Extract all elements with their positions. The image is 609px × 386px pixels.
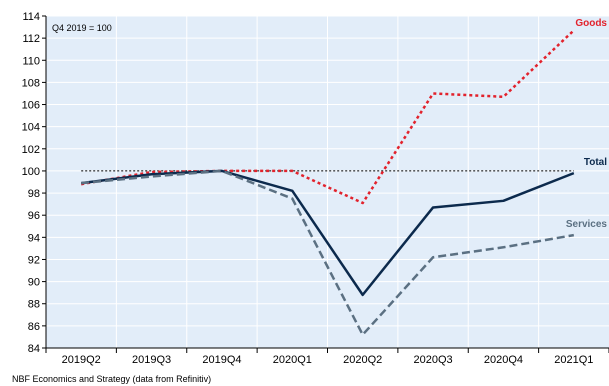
series-line-total: [81, 169, 575, 297]
grid: [46, 15, 609, 349]
source-note: NBF Economics and Strategy (data from Re…: [12, 374, 211, 384]
y-tick-label: 94: [28, 232, 40, 244]
y-tick-label: 86: [28, 321, 40, 333]
series-label-total: Total: [584, 157, 607, 168]
x-tick-label: 2020Q3: [413, 354, 452, 366]
y-tick-label: 106: [22, 100, 40, 112]
y-tick-label: 104: [22, 122, 40, 134]
y-tick-label: 96: [28, 210, 40, 222]
y-tick-label: 114: [22, 11, 40, 23]
x-tick-label: 2020Q4: [484, 354, 523, 366]
y-tick-label: 112: [22, 33, 40, 45]
y-tick-label: 90: [28, 277, 40, 289]
x-tick-label: 2019Q2: [62, 354, 101, 366]
x-tick-label: 2019Q4: [202, 354, 241, 366]
y-tick-label: 84: [28, 343, 40, 355]
x-axis: 2019Q2 2019Q3 2019Q4 2020Q1 2020Q2 2020Q3 2020…: [45, 348, 609, 366]
y-tick-label: 108: [22, 77, 40, 89]
x-tick-label: 2021Q1: [554, 354, 593, 366]
y-tick-label: 98: [28, 188, 40, 200]
x-tick-label: 2020Q2: [343, 354, 382, 366]
series-label-goods: Goods: [575, 18, 607, 29]
y-tick-label: 110: [22, 55, 40, 67]
x-tick-label: 2019Q3: [132, 354, 171, 366]
y-axis: 84 86 88 90 92 94 96 98 100 102 104 106 108 110 112 114: [22, 11, 46, 355]
y-tick-label: 100: [22, 166, 40, 178]
series-label-services: Services: [566, 219, 608, 230]
y-tick-label: 88: [28, 299, 40, 311]
y-tick-label: 92: [28, 254, 40, 266]
x-tick-label: 2020Q1: [273, 354, 312, 366]
series-labels: Goods Total Services: [566, 18, 608, 230]
y-tick-label: 102: [22, 144, 40, 156]
series-line-services: [81, 169, 575, 336]
index-note: Q4 2019 = 100: [52, 23, 112, 33]
series-lines: [80, 29, 575, 336]
